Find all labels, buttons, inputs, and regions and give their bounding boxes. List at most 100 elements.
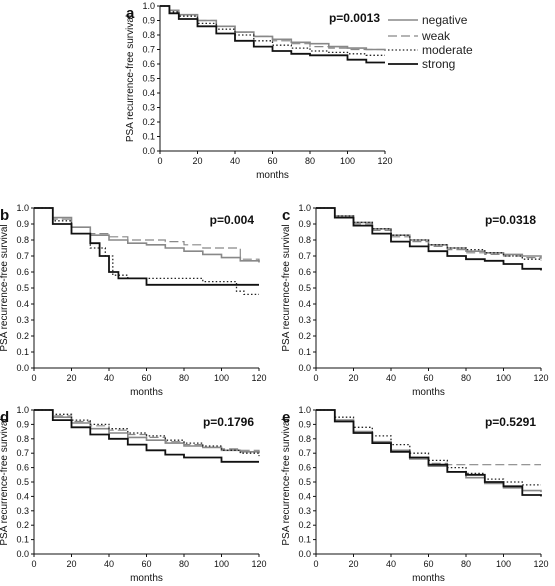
x-axis-label-a: months [256, 170, 289, 181]
y-axis-label-b: PSA recurrence-free survival [0, 224, 10, 351]
panel-b: b 0.0 0.1 0.2 0.3 0.4 0.5 0.6 0.7 0.8 0.9 1.0 0 20 40 6… [0, 203, 267, 398]
y-tick-label-b: 1.0 [16, 203, 29, 213]
series-moderate-a [160, 5, 385, 56]
y-tick-label-e: 0.8 [298, 434, 311, 444]
series-strong-e [316, 409, 542, 497]
y-tick-label-c: 0.9 [298, 219, 311, 229]
y-tick-label-b: 0.0 [16, 363, 29, 373]
x-tick-label-e: 80 [461, 559, 471, 569]
y-tick-label-a: 0.1 [142, 132, 155, 142]
y-tick-label-e: 0.0 [298, 549, 311, 559]
y-tick-label-d: 0.0 [16, 549, 29, 559]
y-tick-label-d: 0.9 [16, 419, 29, 429]
panel-label-b: b [0, 207, 9, 224]
panel-d: d 0.0 0.1 0.2 0.3 0.4 0.5 0.6 0.7 0.8 0.9 1.0 0 20 40 6… [0, 405, 267, 584]
y-tick-label-a: 0.7 [142, 45, 155, 55]
y-tick-label-e: 0.7 [298, 448, 311, 458]
x-tick-label-b: 120 [251, 373, 266, 383]
series-strong-c [316, 207, 542, 271]
y-tick-label-d: 0.2 [16, 520, 29, 530]
x-tick-label-a: 0 [157, 156, 162, 166]
y-axis-label-c: PSA recurrence-free survival [281, 224, 292, 351]
y-tick-label-a: 0.2 [142, 117, 155, 127]
panel-a: a 0.0 0.1 0.2 0.3 0.4 0.5 0.6 0.7 0.8 0.9 1.0 0 20 40 6… [125, 1, 393, 181]
legend: negative weak moderate strong [388, 13, 473, 71]
x-tick-label-a: 120 [377, 156, 392, 166]
panel-label-a: a [126, 5, 135, 22]
p-value-b: p=0.004 [210, 213, 255, 227]
y-tick-label-b: 0.2 [16, 331, 29, 341]
y-tick-label-a: 0.6 [142, 59, 155, 69]
y-tick-label-d: 0.6 [16, 463, 29, 473]
x-axis-label-e: months [412, 573, 445, 584]
y-tick-label-b: 0.6 [16, 267, 29, 277]
x-tick-label-d: 20 [66, 559, 76, 569]
x-tick-label-d: 80 [179, 559, 189, 569]
y-tick-label-d: 0.1 [16, 535, 29, 545]
series-strong-b [34, 207, 259, 286]
panel-label-c: c [282, 207, 290, 224]
y-tick-label-a: 0.9 [142, 16, 155, 26]
x-tick-label-e: 60 [423, 559, 433, 569]
x-tick-label-b: 60 [141, 373, 151, 383]
x-tick-label-c: 0 [313, 373, 318, 383]
legend-label-negative: negative [422, 13, 468, 27]
x-tick-label-d: 40 [104, 559, 114, 569]
y-tick-label-c: 0.8 [298, 235, 311, 245]
panel-label-e: e [282, 409, 290, 426]
legend-label-weak: weak [421, 29, 451, 43]
x-tick-label-c: 60 [423, 373, 433, 383]
y-tick-label-e: 1.0 [298, 405, 311, 415]
p-value-e: p=0.5291 [485, 415, 536, 429]
x-tick-label-d: 0 [31, 559, 36, 569]
y-tick-label-b: 0.5 [16, 283, 29, 293]
legend-label-strong: strong [422, 57, 455, 71]
series-strong-a [160, 5, 385, 64]
x-tick-label-b: 0 [31, 373, 36, 383]
x-tick-label-e: 40 [386, 559, 396, 569]
x-tick-label-b: 20 [66, 373, 76, 383]
y-tick-label-d: 0.4 [16, 491, 29, 501]
x-axis-label-d: months [130, 573, 163, 584]
y-tick-label-c: 0.4 [298, 299, 311, 309]
y-tick-label-e: 0.9 [298, 419, 311, 429]
y-tick-label-c: 0.0 [298, 363, 311, 373]
y-tick-label-e: 0.2 [298, 520, 311, 530]
y-axis-label-d: PSA recurrence-free survival [0, 418, 10, 545]
y-tick-label-e: 0.1 [298, 535, 311, 545]
x-tick-label-d: 100 [214, 559, 229, 569]
x-tick-label-c: 20 [348, 373, 358, 383]
p-value-d: p=0.1796 [203, 415, 254, 429]
y-tick-label-a: 0.0 [142, 146, 155, 156]
x-tick-label-c: 120 [533, 373, 548, 383]
series-moderate-d [34, 409, 260, 457]
series-strong-d [34, 409, 259, 463]
y-tick-label-c: 0.1 [298, 347, 311, 357]
y-tick-label-b: 0.1 [16, 347, 29, 357]
y-axis-label-a: PSA recurrence-free survival [125, 15, 136, 142]
x-tick-label-e: 0 [313, 559, 318, 569]
x-tick-label-e: 100 [496, 559, 511, 569]
y-tick-label-d: 0.5 [16, 477, 29, 487]
x-tick-label-e: 20 [348, 559, 358, 569]
y-tick-label-d: 0.8 [16, 434, 29, 444]
y-tick-label-a: 0.5 [142, 74, 155, 84]
y-tick-label-a: 1.0 [142, 1, 155, 11]
y-tick-label-d: 0.7 [16, 448, 29, 458]
y-tick-label-b: 0.4 [16, 299, 29, 309]
x-tick-label-d: 60 [141, 559, 151, 569]
y-tick-label-c: 0.2 [298, 331, 311, 341]
y-tick-label-d: 0.3 [16, 506, 29, 516]
panel-label-d: d [0, 409, 9, 426]
y-tick-label-c: 1.0 [298, 203, 311, 213]
y-tick-label-e: 0.4 [298, 491, 311, 501]
y-tick-label-d: 1.0 [16, 405, 29, 415]
p-value-a: p=0.0013 [329, 11, 380, 25]
y-tick-label-c: 0.7 [298, 251, 311, 261]
y-tick-label-c: 0.6 [298, 267, 311, 277]
y-tick-label-b: 0.9 [16, 219, 29, 229]
y-tick-label-a: 0.8 [142, 30, 155, 40]
y-tick-label-c: 0.3 [298, 315, 311, 325]
